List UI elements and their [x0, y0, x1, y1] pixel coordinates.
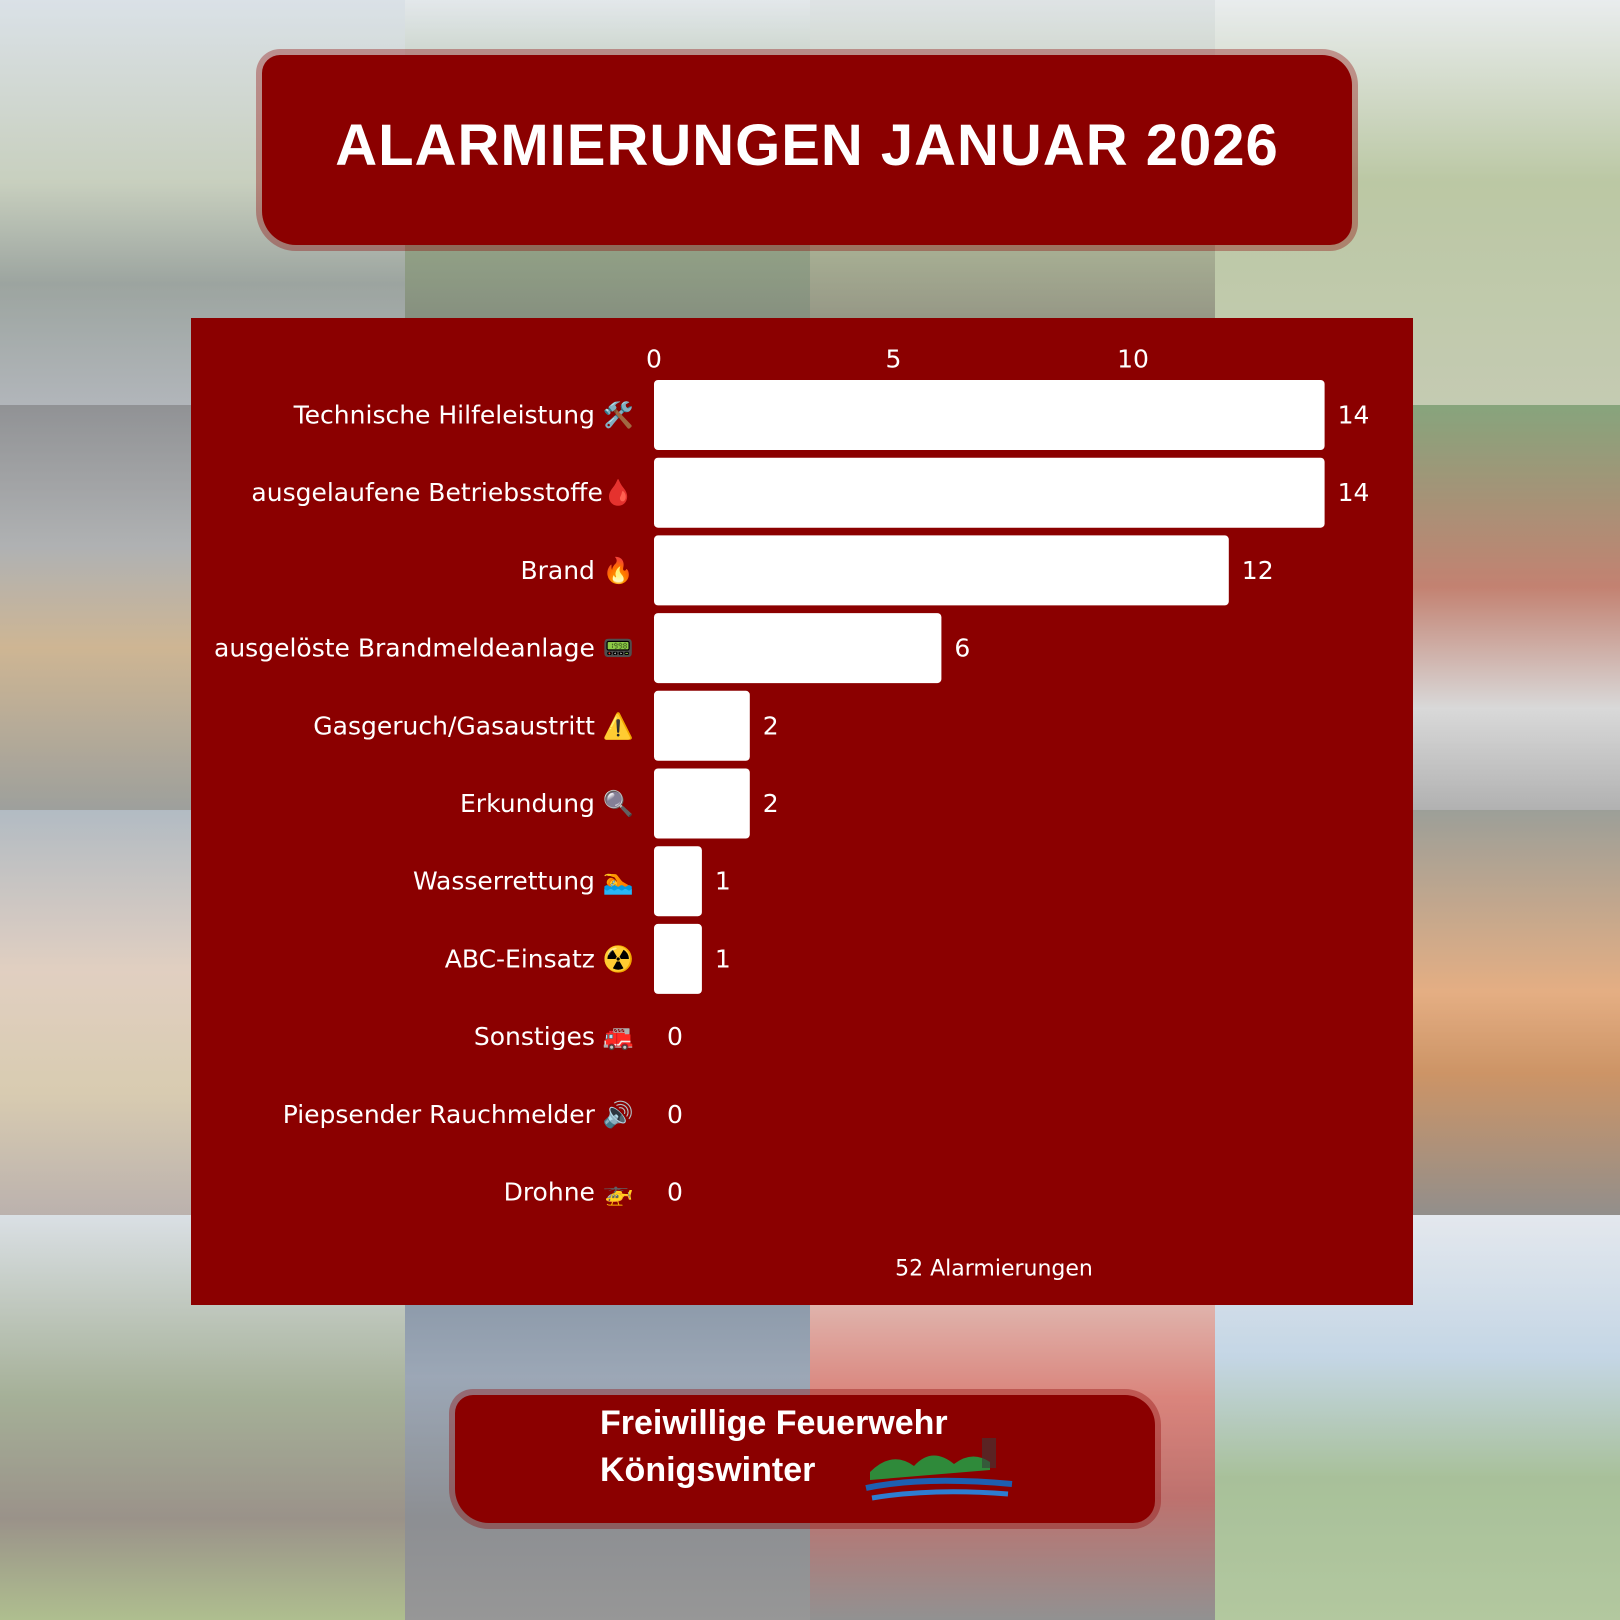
- category-label: ausgelöste Brandmeldeanlage 📟: [214, 634, 634, 663]
- bar-value-label: 14: [1338, 478, 1370, 507]
- bar-value-label: 0: [667, 1022, 683, 1051]
- category-label: ABC-Einsatz ☢️: [445, 944, 634, 973]
- title-banner: [262, 55, 1352, 245]
- bar-value-label: 0: [667, 1100, 683, 1129]
- photo-overturned-car: [1215, 1215, 1620, 1620]
- bar-value-label: 14: [1338, 401, 1370, 430]
- chart-panel: 0 5 10 Technische Hilfeleistung 🛠️ 14 ausgela…: [191, 318, 1413, 1305]
- x-tick-label: 10: [1117, 345, 1149, 374]
- bar-value-label: 12: [1242, 556, 1274, 585]
- x-tick-label: 5: [886, 345, 902, 374]
- bar: [654, 690, 750, 761]
- bar-value-label: 6: [954, 634, 970, 663]
- org-name-line2: Königswinter: [600, 1451, 816, 1489]
- bar-value-label: 2: [763, 711, 779, 740]
- category-label: Piepsender Rauchmelder 🔊: [283, 1099, 634, 1130]
- bar: [654, 768, 750, 839]
- bar-value-label: 0: [667, 1178, 683, 1207]
- bar-value-label: 2: [763, 789, 779, 818]
- category-label: Drohne 🚁: [504, 1178, 634, 1207]
- bar: [654, 457, 1325, 528]
- category-label: Brand 🔥: [520, 556, 634, 585]
- category-label: Sonstiges 🚒: [474, 1022, 634, 1051]
- total-label: 52 Alarmierungen: [895, 1257, 1093, 1282]
- bar: [654, 380, 1325, 450]
- category-label: Erkundung 🔍: [460, 787, 634, 818]
- bar-value-label: 1: [715, 944, 731, 973]
- category-label: Wasserrettung 🏊: [413, 867, 634, 896]
- bar: [654, 535, 1229, 606]
- city-logo-icon: [865, 1438, 1013, 1501]
- bar: [654, 846, 702, 917]
- x-tick-label: 0: [646, 345, 662, 374]
- category-label: Technische Hilfeleistung 🛠️: [293, 400, 634, 430]
- org-name-line1: Freiwillige Feuerwehr: [600, 1404, 948, 1442]
- page-title: ALARMIERUNGEN JANUAR 2026: [335, 113, 1279, 178]
- category-label: ausgelaufene Betriebsstoffe🩸: [251, 478, 634, 507]
- bar: [654, 923, 702, 994]
- bar: [654, 613, 942, 684]
- footer-banner: [455, 1395, 1155, 1523]
- bar-value-label: 1: [715, 867, 731, 896]
- category-label: Gasgeruch/Gasaustritt ⚠️: [313, 711, 634, 740]
